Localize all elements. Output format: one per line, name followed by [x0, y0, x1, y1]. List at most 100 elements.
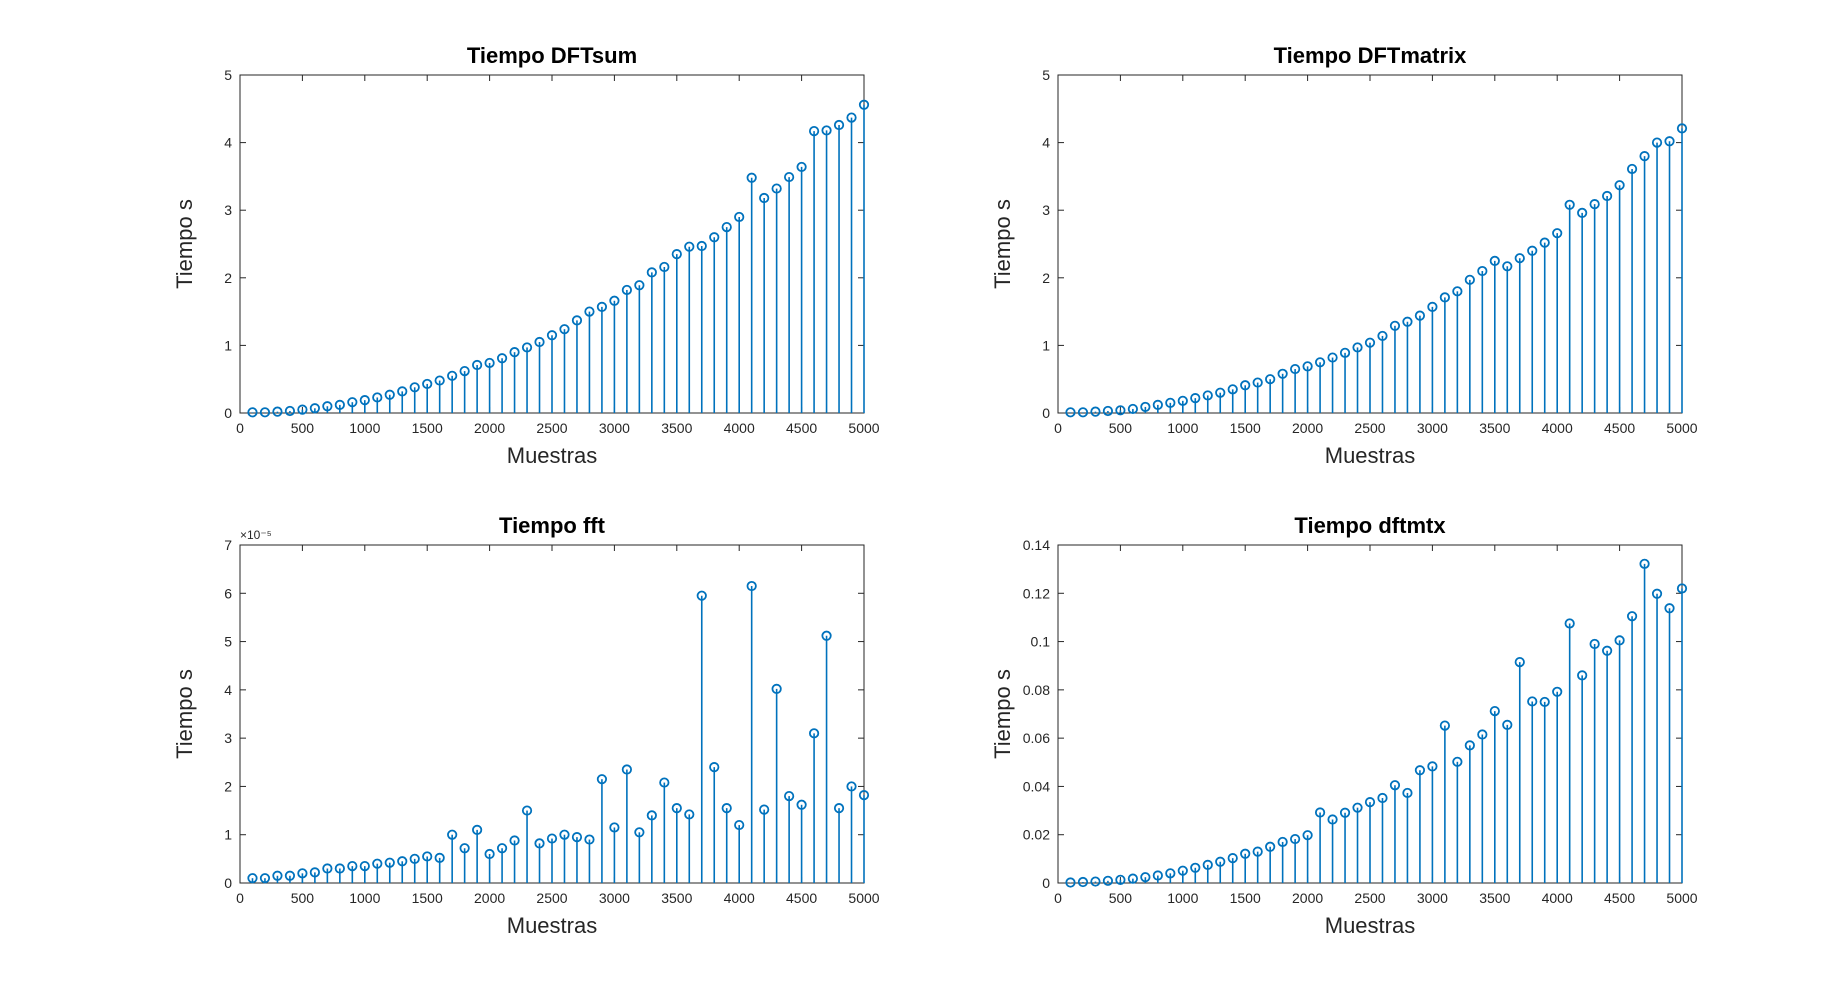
x-tick-label: 4000	[1542, 420, 1573, 436]
stem-marker	[284, 870, 296, 881]
y-tick-label: 1	[224, 337, 232, 353]
stem-marker	[1464, 740, 1475, 751]
x-tick-label: 2500	[536, 420, 567, 436]
stem-marker	[1290, 363, 1301, 375]
stem-marker	[372, 858, 383, 869]
stem-marker	[484, 357, 495, 369]
stem-marker	[509, 835, 520, 846]
stem-marker	[1077, 876, 1089, 888]
x-tick-label: 500	[291, 890, 315, 906]
stem-marker	[1165, 868, 1176, 879]
stem-marker	[1252, 846, 1263, 857]
stem-marker	[1427, 301, 1438, 312]
stem-marker	[1152, 870, 1163, 881]
y-tick-label: 2	[224, 778, 232, 794]
stem-marker	[1527, 245, 1538, 256]
stem-marker	[821, 125, 832, 136]
x-tick-label: 2000	[1292, 890, 1323, 906]
stem-marker	[1190, 862, 1201, 873]
stem-marker	[272, 870, 283, 881]
x-tick-label: 5000	[848, 420, 879, 436]
stem-marker	[1364, 797, 1376, 808]
stem-marker	[1227, 384, 1238, 395]
stem-marker	[1439, 292, 1450, 303]
x-axis-label: Muestras	[507, 913, 597, 938]
stem-marker	[546, 330, 558, 341]
stem-marker	[359, 395, 370, 406]
stem-marker	[1339, 807, 1351, 818]
stem-marker	[1527, 696, 1538, 707]
stem-marker	[808, 126, 820, 137]
stem-marker	[347, 397, 358, 408]
stem-marker	[1327, 352, 1338, 363]
stem-marker	[409, 382, 420, 393]
stem-marker	[621, 764, 632, 775]
stem-marker	[1589, 199, 1600, 210]
stem-marker	[322, 863, 333, 874]
stem-marker	[1290, 833, 1301, 845]
stem-marker	[771, 183, 782, 194]
stem-marker	[1252, 377, 1263, 388]
x-tick-label: 3500	[661, 890, 692, 906]
stem-marker	[1664, 603, 1675, 614]
stem-marker	[534, 336, 545, 348]
x-tick-label: 4000	[724, 890, 755, 906]
x-tick-label: 1000	[1167, 420, 1198, 436]
stem-marker	[646, 267, 657, 278]
y-tick-label: 5	[224, 67, 232, 83]
stem-marker	[546, 833, 558, 844]
stem-marker	[372, 392, 383, 403]
stem-marker	[1165, 397, 1176, 408]
stem-marker	[1626, 611, 1638, 622]
stem-marker	[359, 860, 370, 872]
stem-marker	[696, 590, 707, 601]
x-tick-label: 5000	[1666, 890, 1697, 906]
stem-marker	[384, 857, 395, 868]
y-axis-label: Tiempo s	[172, 669, 197, 759]
subplot-grid: 0 500 1000 1500 2000 2500 3000 3500 4000 4500 5000…	[172, 43, 1698, 938]
stem-marker	[1664, 136, 1675, 147]
subplot-1: 0 500 1000 1500 2000 2500 3000 3500 4000 4500 5000…	[172, 43, 880, 468]
stem-marker	[1265, 374, 1276, 385]
stem-marker	[422, 851, 433, 862]
stem-marker	[1102, 875, 1114, 886]
stem-marker	[309, 403, 320, 414]
x-tick-label: 3000	[1417, 420, 1448, 436]
stem-marker	[1190, 393, 1201, 404]
x-tick-label: 500	[1109, 890, 1133, 906]
stem-marker	[1302, 361, 1313, 372]
stem-marker	[1402, 316, 1413, 327]
stem-marker	[1577, 207, 1588, 219]
stem-marker	[584, 306, 595, 317]
x-tick-label: 3500	[1479, 420, 1510, 436]
x-tick-label: 2500	[536, 890, 567, 906]
stem-series	[247, 580, 870, 884]
stem-marker	[1477, 729, 1488, 740]
stem-marker	[1539, 237, 1550, 248]
stem-marker	[521, 805, 533, 816]
stem-marker	[1377, 792, 1388, 804]
chart-title: Tiempo dftmtx	[1294, 513, 1446, 538]
stem-marker	[696, 240, 707, 252]
stem-marker	[609, 295, 620, 306]
stem-marker	[1502, 719, 1513, 730]
stem-marker	[858, 790, 870, 801]
x-tick-label: 1000	[349, 420, 380, 436]
x-tick-label: 4000	[724, 420, 755, 436]
x-tick-label: 1500	[1230, 890, 1261, 906]
x-tick-label: 1000	[349, 890, 380, 906]
stem-marker	[1127, 873, 1138, 884]
x-axis-label: Muestras	[507, 443, 597, 468]
y-tick-label: 2	[224, 270, 232, 286]
x-axis-label: Muestras	[1325, 443, 1415, 468]
stem-marker	[709, 232, 720, 243]
y-tick-label: 4	[224, 135, 232, 151]
stem-marker	[1352, 342, 1363, 353]
stem-marker	[247, 407, 258, 418]
x-tick-label: 5000	[1666, 420, 1697, 436]
x-tick-label: 2500	[1354, 420, 1385, 436]
y-tick-label: 1	[224, 827, 232, 843]
x-tick-label: 4500	[1604, 420, 1635, 436]
stem-marker	[397, 386, 408, 397]
y-tick-label: 5	[1042, 67, 1050, 83]
